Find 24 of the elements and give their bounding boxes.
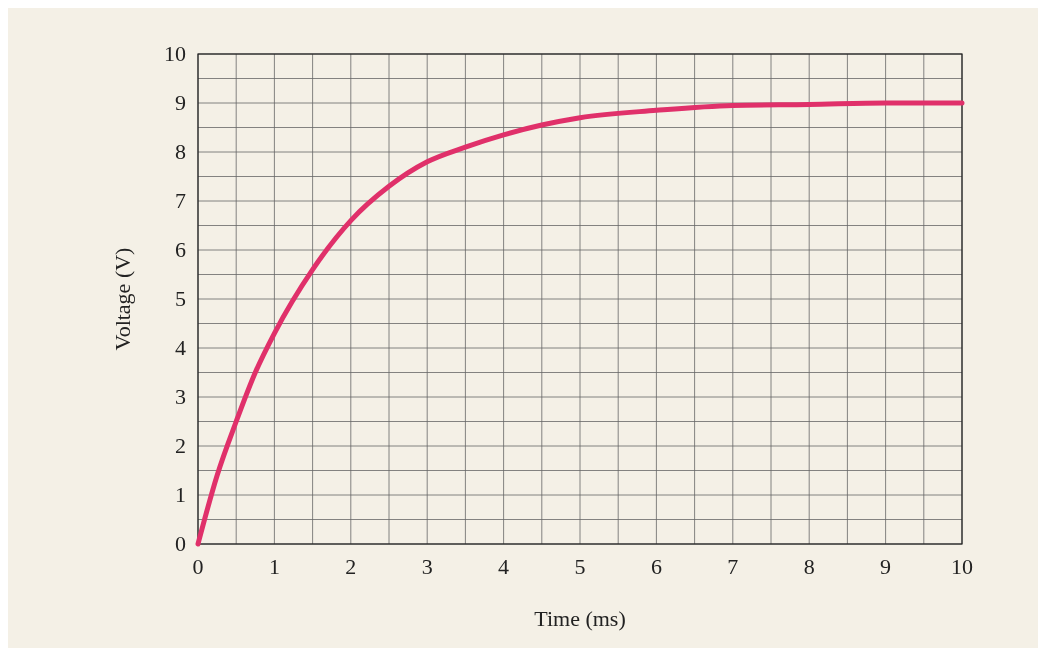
y-tick-label: 9 <box>175 90 186 115</box>
x-tick-label: 1 <box>268 554 280 579</box>
y-tick-label: 2 <box>175 433 186 458</box>
x-axis-title: Time (ms) <box>534 606 626 631</box>
x-tick-label: 4 <box>498 554 510 579</box>
x-tick-label: 3 <box>421 554 433 579</box>
y-axis-title: Voltage (V) <box>110 247 135 351</box>
x-tick-label: 8 <box>803 554 815 579</box>
x-tick-label: 7 <box>727 554 739 579</box>
y-tick-label: 0 <box>175 531 186 556</box>
x-tick-label: 2 <box>345 554 357 579</box>
y-tick-label: 7 <box>175 188 186 213</box>
y-tick-label: 4 <box>175 335 186 360</box>
x-tick-label: 5 <box>574 554 586 579</box>
x-tick-label: 0 <box>192 554 204 579</box>
x-tick-label: 9 <box>880 554 892 579</box>
y-tick-label: 8 <box>175 139 186 164</box>
y-tick-label: 3 <box>175 384 186 409</box>
x-tick-label: 10 <box>951 554 973 579</box>
y-tick-label: 6 <box>175 237 186 262</box>
y-tick-label: 5 <box>175 286 186 311</box>
y-tick-label: 1 <box>175 482 186 507</box>
y-tick-label: 10 <box>164 41 186 66</box>
x-tick-label: 6 <box>650 554 662 579</box>
